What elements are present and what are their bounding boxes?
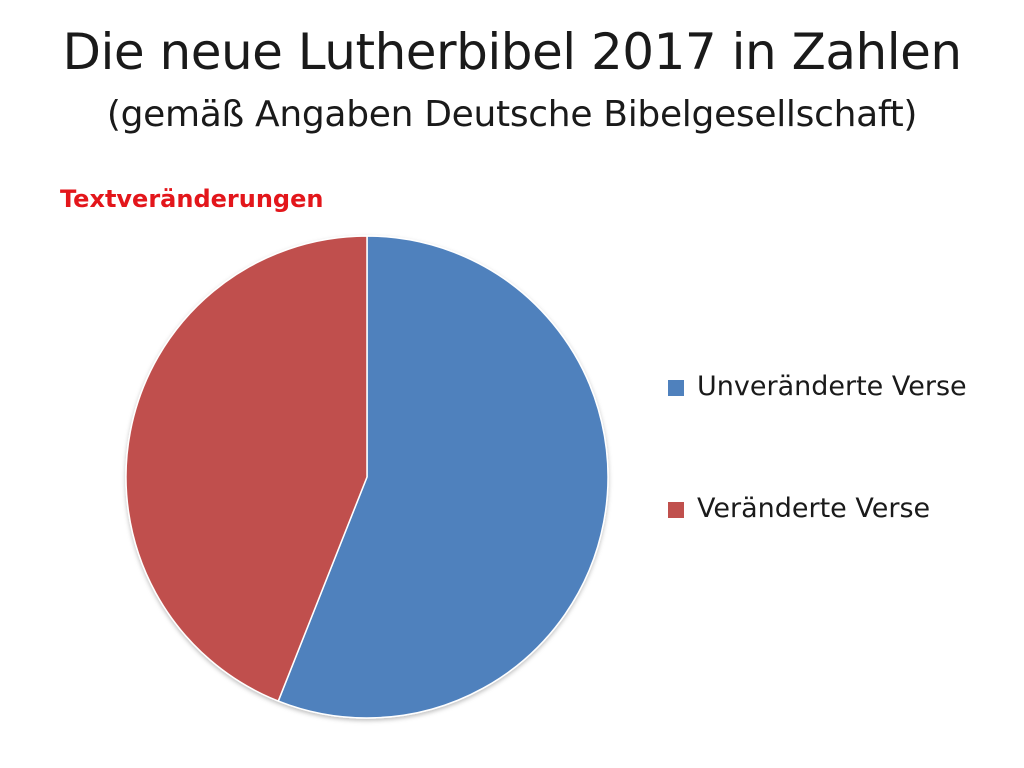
legend-swatch-unchanged [668,380,684,396]
legend-swatch-changed [668,502,684,518]
pie-slice-unchanged [277,235,609,719]
chart-title: Textveränderungen [60,185,324,213]
legend-item-unchanged: Unveränderte Verse [668,368,1018,406]
legend-label-changed: Veränderte Verse [697,493,931,524]
slide-title: Die neue Lutherbibel 2017 in Zahlen [62,23,962,81]
legend-label-unchanged: Unveränderte Verse [697,371,967,402]
slide-subtitle: (gemäß Angaben Deutsche Bibelgesellschaf… [106,94,918,135]
legend-item-changed: Veränderte Verse [668,490,1018,528]
pie-slice-changed [125,235,368,702]
chart-legend: Unveränderte Verse Veränderte Verse [668,368,1018,612]
